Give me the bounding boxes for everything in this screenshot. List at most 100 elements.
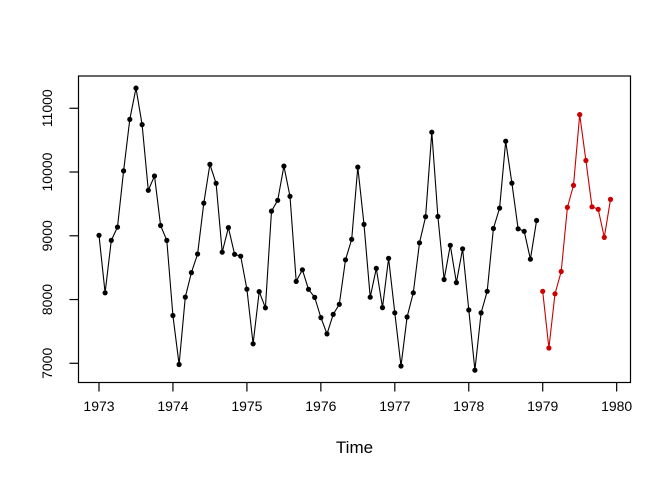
data-point-observed xyxy=(515,226,521,232)
data-point-forecast xyxy=(564,204,571,210)
data-point-observed xyxy=(441,276,447,283)
data-point-observed xyxy=(466,307,472,313)
data-point-observed xyxy=(336,301,342,307)
data-point-observed xyxy=(349,236,355,242)
data-point-observed xyxy=(429,129,435,135)
data-point-observed xyxy=(244,286,250,292)
data-point-observed xyxy=(287,193,293,199)
data-point-observed xyxy=(330,311,336,317)
data-point-observed xyxy=(108,237,114,243)
data-point-forecast xyxy=(558,268,564,275)
data-point-forecast xyxy=(552,291,558,297)
series-line-observed xyxy=(98,87,538,371)
data-point-observed xyxy=(102,290,108,296)
data-point-observed xyxy=(410,290,416,296)
data-point-observed xyxy=(404,314,410,320)
y-axis-tick-label: 8000 xyxy=(39,284,55,315)
data-point-forecast xyxy=(601,234,607,240)
x-axis-tick-label: 1979 xyxy=(527,398,558,414)
data-point-observed xyxy=(281,163,287,169)
x-axis-tick-label: 1975 xyxy=(231,398,262,414)
x-axis-tick-label: 1976 xyxy=(305,398,336,414)
y-axis-tick-label: 9000 xyxy=(39,220,55,251)
data-point-observed xyxy=(497,205,503,211)
data-point-observed xyxy=(312,294,318,300)
data-point-observed xyxy=(453,280,459,286)
data-point-observed xyxy=(256,289,262,295)
data-point-observed xyxy=(133,85,139,91)
x-axis-tick-label: 1977 xyxy=(379,398,410,414)
data-point-observed xyxy=(342,257,349,263)
data-point-observed xyxy=(176,361,182,368)
x-axis-title: Time xyxy=(336,438,373,457)
data-point-observed xyxy=(318,315,324,321)
data-point-observed xyxy=(262,305,268,311)
data-point-forecast xyxy=(583,157,589,164)
data-point-observed xyxy=(299,267,305,273)
y-axis-tick-label: 11000 xyxy=(39,89,55,127)
data-point-observed xyxy=(398,363,404,369)
data-point-observed xyxy=(435,213,441,220)
data-point-observed xyxy=(484,288,490,294)
data-point-forecast xyxy=(577,112,583,118)
data-point-observed xyxy=(509,180,515,186)
data-point-observed xyxy=(145,187,151,193)
data-point-observed xyxy=(127,116,133,122)
data-point-observed xyxy=(521,228,527,234)
data-point-observed xyxy=(361,221,367,227)
data-point-observed xyxy=(490,225,496,232)
data-point-observed xyxy=(151,173,158,179)
data-point-observed xyxy=(201,200,207,206)
data-point-observed xyxy=(293,278,299,284)
x-axis-tick-label: 1978 xyxy=(453,398,484,414)
data-point-observed xyxy=(195,251,201,257)
data-point-observed xyxy=(238,253,244,259)
data-point-observed xyxy=(460,246,466,252)
x-axis-tick-label: 1973 xyxy=(83,398,114,414)
data-point-observed xyxy=(503,138,509,144)
data-point-observed xyxy=(225,225,231,231)
data-point-observed xyxy=(232,251,238,257)
y-axis-tick-label: 7000 xyxy=(39,348,55,379)
data-point-observed xyxy=(534,217,540,224)
data-point-observed xyxy=(478,310,484,316)
data-point-observed xyxy=(158,222,164,229)
data-point-observed xyxy=(268,208,275,214)
data-point-forecast xyxy=(595,206,601,212)
data-point-observed xyxy=(367,294,373,300)
data-point-forecast xyxy=(570,182,577,188)
x-axis-tick-label: 1980 xyxy=(601,398,632,414)
data-point-forecast xyxy=(546,345,552,351)
data-point-observed xyxy=(164,237,170,243)
data-point-observed xyxy=(114,224,121,230)
data-point-observed xyxy=(305,286,312,292)
series-line-forecast xyxy=(542,114,612,349)
y-axis-tick-label: 10000 xyxy=(39,152,55,191)
data-point-observed xyxy=(324,331,330,337)
plot-border xyxy=(77,75,632,384)
data-point-observed xyxy=(213,180,219,186)
data-point-observed xyxy=(416,240,423,246)
data-point-forecast xyxy=(607,196,614,202)
data-point-observed xyxy=(373,265,379,271)
data-point-observed xyxy=(207,161,213,167)
data-point-observed xyxy=(170,312,176,319)
data-point-observed xyxy=(96,232,102,238)
data-point-observed xyxy=(447,242,453,248)
data-point-observed xyxy=(219,249,225,255)
data-point-observed xyxy=(121,168,127,174)
data-point-observed xyxy=(275,197,281,203)
data-point-observed xyxy=(250,341,256,347)
data-point-observed xyxy=(139,122,145,128)
data-point-observed xyxy=(423,214,429,220)
data-point-observed xyxy=(355,164,361,170)
data-point-observed xyxy=(527,256,534,262)
data-point-observed xyxy=(472,367,478,373)
data-point-observed xyxy=(379,305,386,311)
data-point-forecast xyxy=(589,204,595,210)
data-point-observed xyxy=(392,310,398,316)
data-point-observed xyxy=(182,294,188,300)
x-axis-tick-label: 1974 xyxy=(157,398,188,414)
